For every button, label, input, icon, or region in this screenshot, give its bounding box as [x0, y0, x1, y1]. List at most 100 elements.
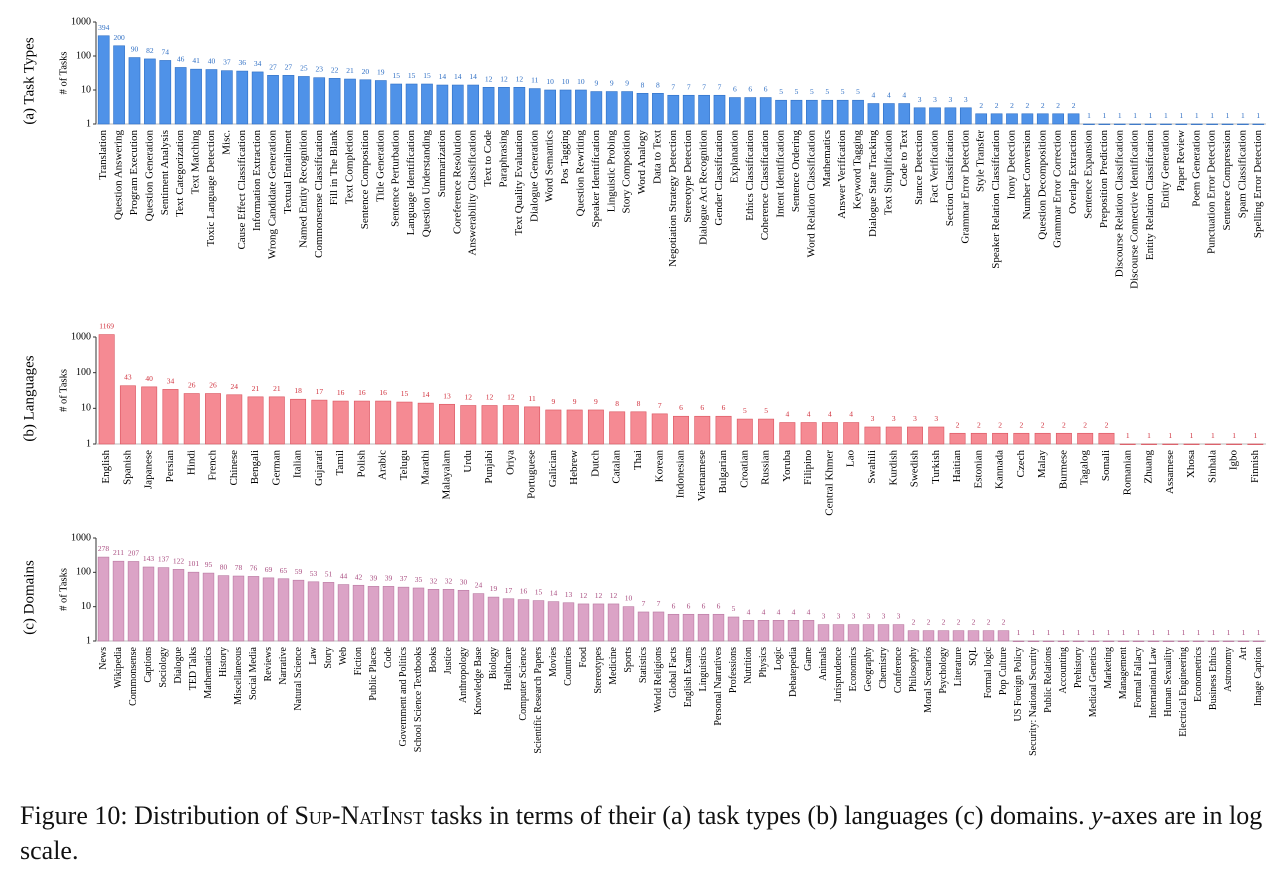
bar — [1117, 640, 1130, 642]
x-tick-label: Galician — [547, 450, 559, 488]
x-tick-label: Grammar Error Detection — [959, 130, 971, 244]
x-tick-label: Stereotype Detection — [682, 130, 694, 223]
x-tick-label: Mathematics — [821, 130, 833, 187]
bar — [127, 561, 140, 642]
bar — [1083, 123, 1095, 125]
x-tick-label: Paraphrasing — [497, 130, 509, 188]
bar — [337, 584, 350, 642]
bar — [1177, 640, 1190, 642]
bar — [559, 89, 572, 125]
value-label: 13 — [443, 391, 451, 400]
value-label: 5 — [779, 87, 783, 96]
x-tick-label: Grammar Error Correction — [1052, 130, 1064, 248]
x-tick-label: Sentiment Analysis — [159, 130, 171, 215]
bar — [712, 613, 725, 642]
x-tick-label: US Foreign Policy — [1013, 647, 1024, 721]
x-tick-label: Dialogue Act Recognition — [698, 130, 710, 245]
bar — [682, 613, 695, 642]
bar — [821, 99, 834, 125]
bar — [587, 409, 604, 445]
bar — [817, 624, 830, 642]
value-label: 3 — [882, 612, 886, 621]
x-tick-label: Personal Narratives — [713, 647, 724, 726]
bar — [772, 620, 785, 642]
x-tick-label: Russian — [760, 450, 772, 485]
value-label: 7 — [642, 599, 646, 608]
x-tick-label: Social Media — [248, 646, 259, 700]
bar — [236, 70, 249, 125]
bar — [673, 415, 689, 445]
bar — [1222, 640, 1235, 642]
x-tick-label: Security: National Security — [1028, 647, 1039, 756]
value-label: 1 — [1047, 628, 1051, 637]
x-tick-label: Logic — [773, 646, 784, 670]
x-tick-label: Psychology — [938, 647, 949, 694]
x-tick-label: Marathi — [419, 450, 431, 485]
x-tick-label: Irony Detection — [1006, 130, 1018, 200]
x-tick-label: Professions — [728, 647, 739, 693]
value-label: 1 — [1253, 431, 1257, 440]
x-tick-label: Dialogue — [173, 646, 184, 683]
bar — [997, 630, 1010, 642]
x-tick-label: Captions — [143, 647, 154, 683]
bar — [353, 400, 370, 445]
bar — [128, 57, 141, 125]
value-label: 2 — [1105, 420, 1109, 429]
bar — [590, 91, 603, 125]
x-tick-label: Movies — [548, 647, 559, 677]
value-label: 3 — [871, 414, 875, 423]
bar — [532, 600, 545, 642]
value-label: 6 — [764, 85, 768, 94]
value-label: 1 — [1212, 628, 1216, 637]
bar — [1021, 113, 1034, 125]
bar — [262, 577, 275, 642]
bar — [759, 97, 772, 125]
x-tick-label: Word Relation Classification — [805, 130, 817, 258]
bar — [221, 70, 233, 125]
x-tick-label: Spam Classification — [1236, 130, 1248, 219]
bar — [267, 75, 279, 125]
bar — [247, 576, 260, 642]
value-label: 3 — [949, 95, 953, 104]
bar — [779, 422, 796, 445]
value-label: 2 — [957, 618, 961, 627]
value-label: 1 — [1182, 628, 1186, 637]
value-label: 1 — [1087, 111, 1091, 120]
value-label: 39 — [370, 573, 378, 582]
value-label: 36 — [239, 58, 247, 67]
value-label: 6 — [733, 85, 737, 94]
x-tick-label: Art — [1238, 647, 1249, 661]
x-tick-label: Question Generation — [143, 130, 155, 222]
x-tick-label: Estonian — [972, 450, 984, 489]
value-label: 7 — [658, 401, 662, 410]
value-label: 6 — [702, 601, 706, 610]
bar — [800, 422, 817, 445]
x-tick-label: Hindi — [185, 450, 197, 475]
value-label: 2 — [1010, 101, 1014, 110]
x-tick-label: Answerability Classification — [467, 130, 479, 256]
x-tick-label: Oriya — [504, 450, 516, 475]
bar — [852, 99, 864, 125]
value-label: 1 — [1256, 111, 1260, 120]
value-label: 200 — [113, 33, 125, 42]
bar — [864, 426, 881, 445]
x-tick-label: Formal Fallacy — [1133, 647, 1144, 708]
value-label: 137 — [158, 555, 170, 564]
x-tick-label: Arabic — [377, 450, 389, 480]
value-label: 4 — [849, 410, 853, 419]
x-tick-label: Toxic Language Detection — [205, 130, 217, 247]
bar — [277, 578, 290, 642]
x-tick-label: Tagalog — [1079, 450, 1091, 486]
value-label: 4 — [902, 91, 906, 100]
bar — [481, 405, 498, 445]
bar — [621, 91, 633, 125]
bar — [451, 84, 464, 125]
bar — [1207, 640, 1220, 642]
bar — [790, 99, 803, 125]
value-label: 12 — [610, 591, 618, 600]
x-tick-label: Global Facts — [668, 647, 679, 698]
bar — [847, 624, 860, 642]
value-label: 10 — [577, 77, 585, 86]
value-label: 2 — [1002, 618, 1006, 627]
